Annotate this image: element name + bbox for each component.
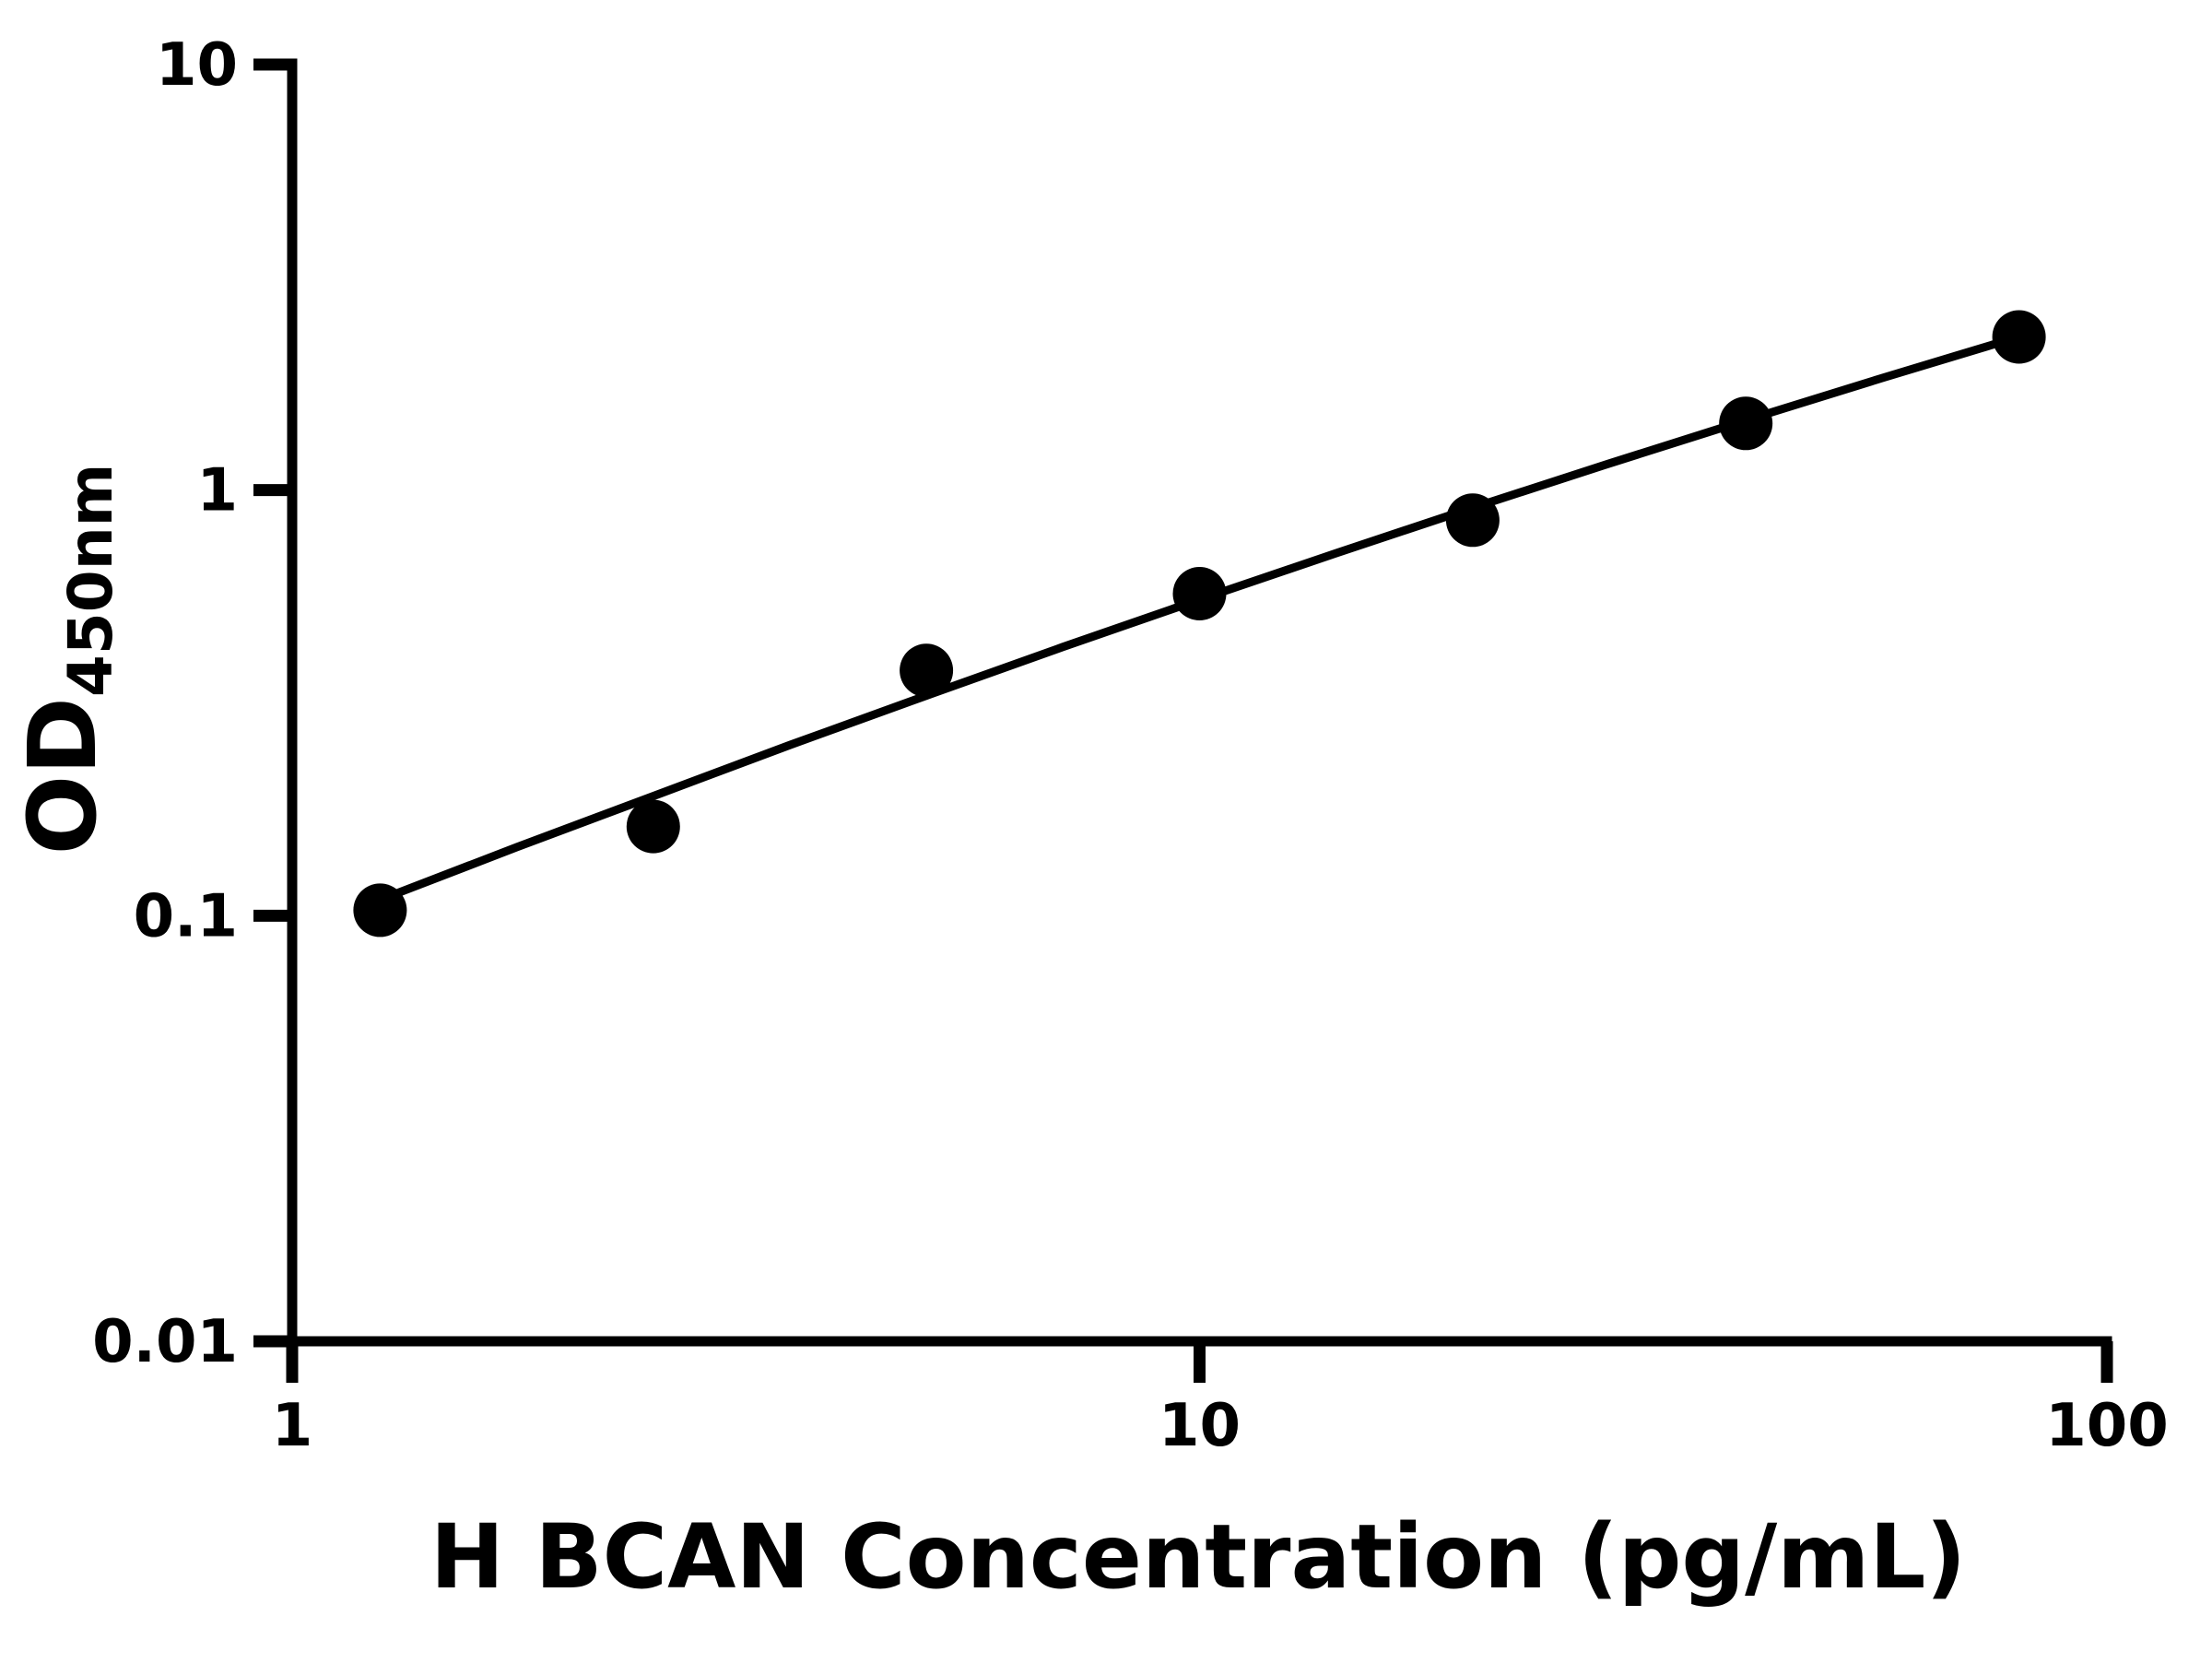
x-tick-label: 100: [2045, 1392, 2169, 1460]
data-point-marker: [1719, 396, 1773, 451]
x-axis-title: H BCAN Concentration (pg/mL): [430, 1505, 1967, 1609]
axis-ticks: [253, 58, 2113, 1383]
data-point-marker: [900, 643, 954, 698]
data-point-marker: [1992, 310, 2046, 364]
y-axis-title-main: OD: [8, 697, 118, 855]
x-tick-label: 1: [272, 1392, 313, 1460]
y-tick-label: 1: [196, 457, 238, 525]
data-point-marker: [353, 883, 407, 938]
data-point-marker: [626, 799, 680, 854]
y-tick-label: 0.1: [134, 882, 238, 950]
data-point-marker: [1445, 493, 1500, 548]
y-tick-label: 10: [156, 31, 238, 100]
data-points: [353, 310, 2046, 938]
y-axis-title-subscript: 450nm: [55, 464, 126, 698]
axes: [287, 58, 2112, 1347]
y-tick-label: 0.01: [92, 1308, 238, 1376]
axis-tick-labels: 0.01 0.1 1 10 1 10 100: [92, 31, 2169, 1460]
x-tick-label: 10: [1159, 1392, 1241, 1460]
data-point-marker: [1172, 567, 1227, 620]
y-axis-title: OD450nm: [8, 464, 126, 855]
